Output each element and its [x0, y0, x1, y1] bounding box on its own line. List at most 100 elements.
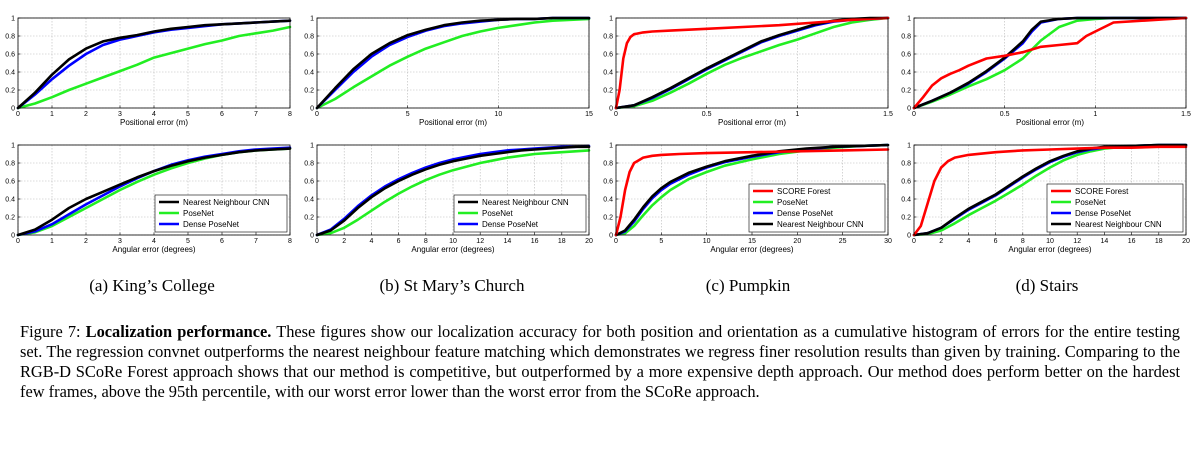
series-line-posenet — [16, 25, 292, 110]
y-tick-label: 0.8 — [901, 34, 911, 41]
x-tick-label: 15 — [585, 111, 593, 118]
y-tick-label: 0.4 — [5, 70, 15, 77]
y-tick-label: 0.2 — [5, 88, 15, 95]
figure-title: Localization performance. — [85, 322, 272, 341]
y-tick-label: 0.2 — [901, 215, 911, 222]
series-line-nearest-neighbour-cnn — [912, 16, 1188, 110]
legend-label: Nearest Neighbour CNN — [777, 220, 864, 229]
x-tick-label: 0 — [912, 111, 916, 118]
y-tick-label: 1 — [609, 143, 613, 150]
x-axis-label: Positional error (m) — [718, 118, 786, 127]
y-tick-label: 0.8 — [304, 34, 314, 41]
legend-label: SCORE Forest — [777, 187, 831, 196]
subcaption-stairs: (d) Stairs — [1015, 276, 1079, 295]
legend-label: PoseNet — [1075, 198, 1106, 207]
x-tick-label: 16 — [1128, 238, 1136, 245]
y-tick-label: 0.2 — [5, 215, 15, 222]
y-tick-label: 0.4 — [304, 70, 314, 77]
series-line-nearest-neighbour-cnn — [315, 145, 591, 237]
x-tick-label: 5 — [406, 111, 410, 118]
y-tick-label: 0.2 — [304, 215, 314, 222]
x-tick-label: 3 — [118, 238, 122, 245]
x-axis-label: Angular error (degrees) — [112, 245, 195, 254]
y-tick-label: 1 — [907, 143, 911, 150]
legend-label: PoseNet — [482, 209, 513, 218]
y-tick-label: 0 — [907, 106, 911, 113]
x-tick-label: 2 — [342, 238, 346, 245]
x-tick-label: 2 — [84, 238, 88, 245]
y-tick-label: 0.8 — [5, 34, 15, 41]
series-line-score-forest — [912, 16, 1188, 110]
y-tick-label: 1 — [609, 16, 613, 23]
chart-kings-position: 0 1 2 3 4 5 6 7 8 0 0.2 0.4 0.6 0.8 1 Positional error … — [5, 16, 292, 128]
y-tick-label: 0.2 — [901, 88, 911, 95]
y-tick-label: 0.2 — [304, 88, 314, 95]
y-tick-label: 0.4 — [901, 197, 911, 204]
axes-frame — [913, 17, 1187, 109]
x-tick-label: 0.5 — [702, 111, 712, 118]
x-tick-label: 10 — [449, 238, 457, 245]
chart-pumpkin-angular: 0 5 10 15 20 25 30 0 0.2 0.4 0.6 0.8 1 Angular error … — [603, 143, 892, 255]
y-tick-label: 0.2 — [603, 215, 613, 222]
figure-label: Figure 7: — [20, 322, 81, 341]
x-tick-label: 10 — [1046, 238, 1054, 245]
x-tick-label: 2 — [84, 111, 88, 118]
y-tick-label: 0 — [310, 106, 314, 113]
y-tick-label: 1 — [310, 16, 314, 23]
x-tick-label: 14 — [1101, 238, 1109, 245]
x-axis-label: Positional error (m) — [120, 118, 188, 127]
y-tick-label: 0.8 — [603, 161, 613, 168]
x-axis-label: Angular error (degrees) — [411, 245, 494, 254]
series-line-posenet — [912, 16, 1188, 110]
y-tick-label: 0 — [310, 233, 314, 240]
x-tick-label: 10 — [703, 238, 711, 245]
legend-label: Nearest Neighbour CNN — [183, 198, 270, 207]
x-tick-label: 0 — [16, 238, 20, 245]
x-tick-label: 30 — [884, 238, 892, 245]
y-tick-label: 0 — [609, 233, 613, 240]
y-tick-label: 0.6 — [304, 179, 314, 186]
series-line-dense-posenet — [315, 16, 591, 110]
x-tick-label: 0 — [315, 238, 319, 245]
y-tick-label: 0.6 — [304, 52, 314, 59]
legend-label: PoseNet — [183, 209, 214, 218]
legend: Nearest Neighbour CNN PoseNet Dense PoseNe… — [453, 194, 587, 233]
y-tick-label: 0.6 — [5, 179, 15, 186]
series-line-dense-posenet — [912, 16, 1188, 110]
y-tick-label: 0.6 — [603, 52, 613, 59]
chart-kings-angular: 0 1 2 3 4 5 6 7 8 0 0.2 0.4 0.6 0.8 1 Angular error (de… — [5, 143, 292, 255]
y-tick-label: 0.4 — [304, 197, 314, 204]
x-tick-label: 7 — [254, 238, 258, 245]
x-tick-label: 5 — [659, 238, 663, 245]
series-line-posenet — [614, 16, 890, 110]
subcaption-pumpkin: (c) Pumpkin — [705, 276, 791, 295]
y-tick-label: 0.4 — [5, 197, 15, 204]
axes-frame — [316, 17, 590, 109]
y-tick-label: 1 — [907, 16, 911, 23]
y-tick-label: 1 — [11, 143, 15, 150]
x-tick-label: 0 — [614, 238, 618, 245]
series-line-nearest-neighbour-cnn — [315, 16, 591, 110]
x-tick-label: 8 — [424, 238, 428, 245]
x-tick-label: 8 — [288, 111, 292, 118]
x-tick-label: 2 — [939, 238, 943, 245]
legend-label: Dense PoseNet — [1075, 209, 1132, 218]
x-tick-label: 15 — [748, 238, 756, 245]
x-tick-label: 0 — [614, 111, 618, 118]
y-tick-label: 0.8 — [603, 34, 613, 41]
x-tick-label: 4 — [966, 238, 970, 245]
y-tick-label: 0 — [11, 106, 15, 113]
y-tick-label: 0 — [609, 106, 613, 113]
chart-stmarys-position: 0 5 10 15 0 0.2 0.4 0.6 0.8 1 Positional error (m) — [304, 16, 593, 128]
legend-label: Dense PoseNet — [183, 220, 240, 229]
axes-frame — [615, 17, 889, 109]
y-tick-label: 0.8 — [304, 161, 314, 168]
legend: Nearest Neighbour CNN PoseNet Dense PoseNe… — [154, 194, 288, 233]
y-tick-label: 1 — [310, 143, 314, 150]
y-tick-label: 0.6 — [5, 52, 15, 59]
x-tick-label: 0 — [912, 238, 916, 245]
x-tick-label: 1.5 — [1181, 111, 1191, 118]
legend: SCORE Forest PoseNet Dense PoseNet Nearest … — [748, 183, 886, 233]
y-tick-label: 1 — [11, 16, 15, 23]
